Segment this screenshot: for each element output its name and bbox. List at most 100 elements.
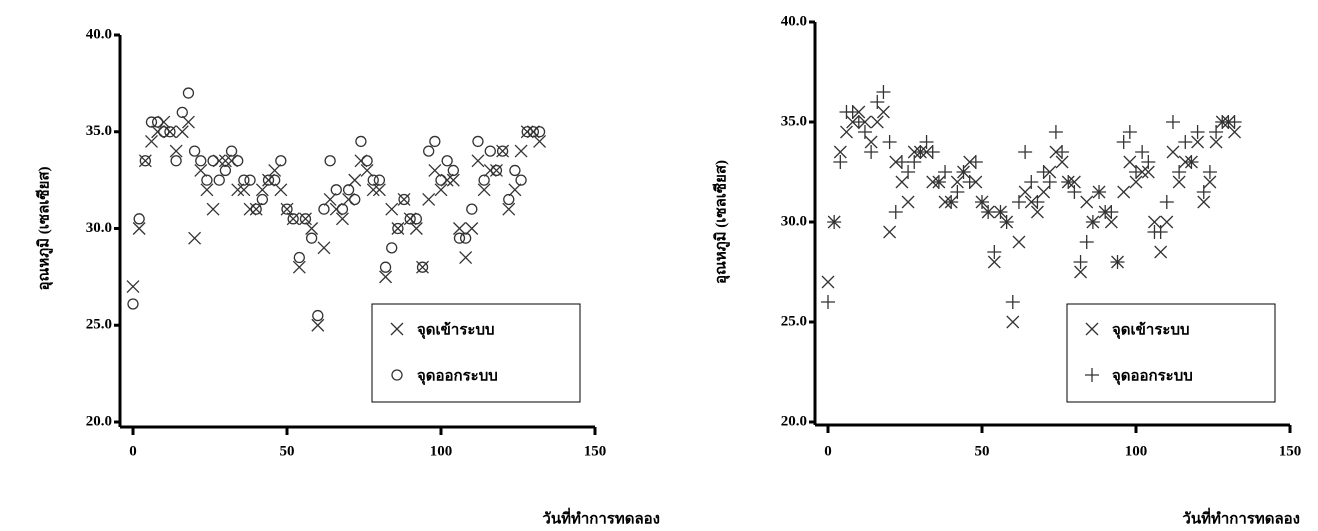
data-point — [318, 242, 330, 254]
data-point — [472, 155, 484, 167]
data-point — [270, 175, 280, 185]
data-point — [417, 261, 429, 273]
y-tick-label: 40.0 — [781, 13, 807, 29]
data-point — [392, 223, 404, 235]
y-tick-label: 20.0 — [781, 413, 807, 429]
chart-figure: 20.025.030.035.040.0050100150วันที่ทำการ… — [0, 0, 1318, 531]
y-tick-label: 30.0 — [781, 213, 807, 229]
data-point — [128, 299, 138, 309]
data-point — [275, 184, 287, 196]
data-point — [497, 145, 509, 157]
data-point — [461, 233, 471, 243]
data-point — [1124, 156, 1136, 168]
data-point — [337, 204, 347, 214]
y-tick-label: 25.0 — [86, 317, 112, 333]
data-point — [208, 156, 218, 166]
data-point — [442, 156, 452, 166]
y-tick-label: 25.0 — [781, 313, 807, 329]
data-point — [350, 194, 360, 204]
data-point — [1160, 195, 1174, 209]
legend-label: จุดออกระบบ — [1112, 368, 1193, 385]
data-point — [1012, 195, 1026, 209]
data-point — [344, 185, 354, 195]
x-tick-label: 0 — [824, 443, 832, 459]
data-point — [313, 311, 323, 321]
data-point — [504, 194, 514, 204]
data-point — [411, 214, 421, 224]
data-point — [1081, 196, 1093, 208]
data-point — [467, 204, 477, 214]
data-point — [466, 223, 478, 235]
data-point — [485, 146, 495, 156]
legend-label: จุดเข้าระบบ — [1112, 321, 1190, 339]
data-point — [387, 243, 397, 253]
data-point — [926, 145, 940, 159]
data-point — [516, 175, 526, 185]
data-point — [1007, 316, 1019, 328]
y-tick-label: 40.0 — [86, 26, 112, 42]
data-point — [1135, 145, 1149, 159]
y-axis-label: อุณหภูมิ (เซลเซียส) — [34, 166, 53, 290]
data-point — [430, 136, 440, 146]
y-tick-label: 30.0 — [86, 220, 112, 236]
data-point — [1117, 135, 1131, 149]
data-point — [479, 175, 489, 185]
x-tick-label: 0 — [129, 443, 137, 459]
data-point — [386, 203, 398, 215]
data-point — [362, 156, 372, 166]
data-point — [870, 95, 884, 109]
data-point — [139, 155, 151, 167]
data-point — [938, 165, 952, 179]
data-point — [889, 205, 903, 219]
x-axis-label: วันที่ทำการทดลอง — [1182, 507, 1300, 527]
data-point — [381, 262, 391, 272]
data-point — [233, 156, 243, 166]
data-point — [423, 193, 435, 205]
y-tick-label: 35.0 — [781, 113, 807, 129]
data-point — [207, 203, 219, 215]
data-point — [895, 155, 909, 169]
data-point — [183, 88, 193, 98]
legend-box — [372, 304, 580, 402]
data-point — [331, 185, 341, 195]
data-point — [509, 184, 521, 196]
data-point — [883, 135, 897, 149]
data-point — [307, 233, 317, 243]
data-point — [190, 146, 200, 156]
data-point — [535, 127, 545, 137]
data-point — [196, 156, 206, 166]
data-point — [1167, 146, 1179, 158]
legend-box — [1067, 304, 1275, 402]
y-tick-label: 35.0 — [86, 123, 112, 139]
legend-label: จุดออกระบบ — [417, 368, 498, 385]
data-point — [896, 176, 908, 188]
data-point — [822, 276, 834, 288]
data-point — [1049, 125, 1063, 139]
data-point — [1161, 216, 1173, 228]
data-point — [821, 295, 835, 309]
data-point — [1006, 295, 1020, 309]
data-point — [250, 203, 262, 215]
data-point — [902, 196, 914, 208]
data-point — [189, 232, 201, 244]
legend-label: จุดเข้าระบบ — [417, 321, 495, 339]
data-point — [214, 175, 224, 185]
data-point — [276, 156, 286, 166]
data-point — [153, 117, 163, 127]
data-point — [202, 175, 212, 185]
data-point — [473, 136, 483, 146]
data-point — [1123, 125, 1137, 139]
y-tick-label: 20.0 — [86, 413, 112, 429]
x-axis-label: วันที่ทำการทดลอง — [542, 507, 660, 527]
x-tick-label: 50 — [280, 443, 295, 459]
data-point — [1024, 175, 1038, 189]
data-point — [460, 252, 472, 264]
data-point — [398, 193, 410, 205]
data-point — [429, 164, 441, 176]
data-point — [356, 136, 366, 146]
data-point — [876, 85, 890, 99]
data-point — [1155, 246, 1167, 258]
data-point — [232, 184, 244, 196]
data-point — [127, 281, 139, 293]
data-point — [424, 146, 434, 156]
